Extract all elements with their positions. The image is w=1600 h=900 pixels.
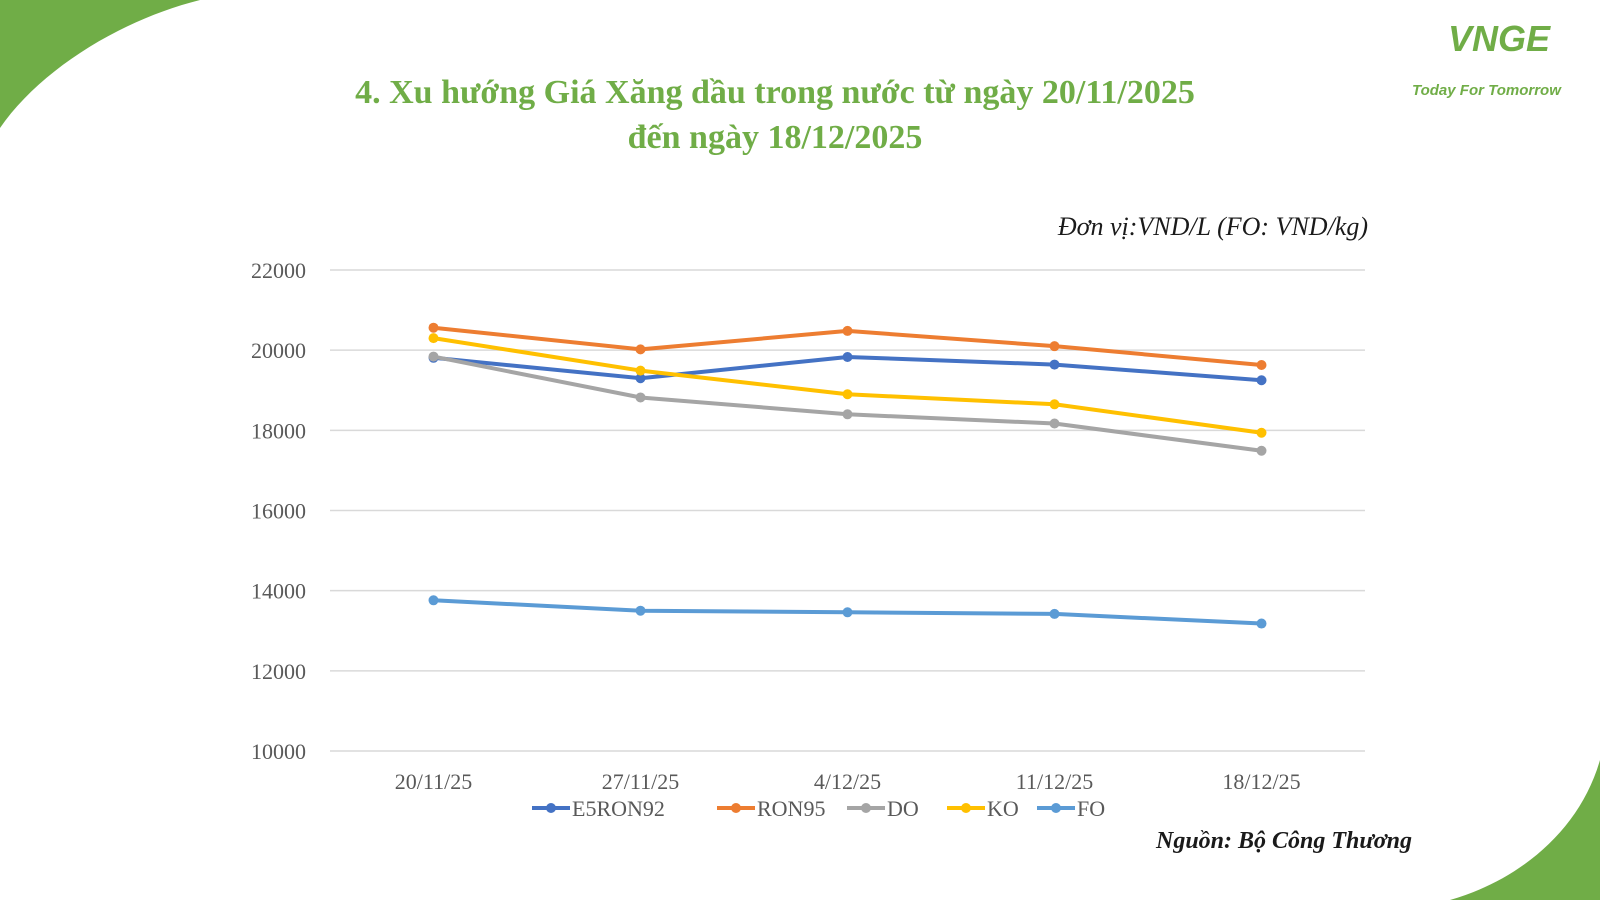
data-point xyxy=(842,325,853,336)
page-title: 4. Xu hướng Giá Xăng dầu trong nước từ n… xyxy=(260,70,1290,160)
legend-label: E5RON92 xyxy=(572,796,665,821)
decorative-corner-bottom-right xyxy=(1450,760,1600,900)
decorative-corner-top-left xyxy=(0,0,200,128)
series-do xyxy=(428,351,1267,456)
data-point xyxy=(428,351,439,362)
data-point xyxy=(1049,418,1060,429)
data-point xyxy=(1049,399,1060,410)
data-point xyxy=(1256,445,1267,456)
series-fo xyxy=(428,595,1267,629)
y-tick-label: 10000 xyxy=(251,739,306,764)
x-tick-label: 11/12/25 xyxy=(1016,769,1093,794)
legend-label: DO xyxy=(887,796,919,821)
data-point xyxy=(1256,359,1267,370)
data-point xyxy=(842,607,853,618)
chart-grid xyxy=(330,269,1365,752)
data-point xyxy=(635,344,646,355)
y-axis-ticks: 10000 12000 14000 16000 18000 20000 22000 xyxy=(251,258,306,764)
x-tick-label: 18/12/25 xyxy=(1222,769,1300,794)
data-point xyxy=(1049,608,1060,619)
x-tick-label: 4/12/25 xyxy=(814,769,881,794)
title-line-2: đến ngày 18/12/2025 xyxy=(627,119,923,156)
legend-marker xyxy=(961,803,971,813)
y-tick-label: 20000 xyxy=(251,338,306,363)
x-tick-label: 27/11/25 xyxy=(602,769,679,794)
legend-item-e5ron92: E5RON92 xyxy=(532,796,665,821)
data-point xyxy=(1256,618,1267,629)
legend-marker xyxy=(731,803,741,813)
data-point xyxy=(635,365,646,376)
legend-item-fo: FO xyxy=(1037,796,1105,821)
legend-marker xyxy=(546,803,556,813)
legend-label: RON95 xyxy=(757,796,825,821)
legend-item-ron95: RON95 xyxy=(717,796,825,821)
y-tick-label: 18000 xyxy=(251,418,306,443)
data-point xyxy=(1049,359,1060,370)
data-point xyxy=(1256,375,1267,386)
logo-mark: VNGE xyxy=(1448,18,1551,59)
logo-tagline: Today For Tomorrow xyxy=(1412,82,1561,99)
chart-series xyxy=(428,322,1267,629)
legend-item-ko: KO xyxy=(947,796,1019,821)
source-note: Nguồn: Bộ Công Thương xyxy=(1156,828,1412,854)
data-point xyxy=(635,605,646,616)
data-point xyxy=(1049,341,1060,352)
data-point xyxy=(1256,427,1267,438)
y-tick-label: 16000 xyxy=(251,499,306,524)
data-point xyxy=(635,392,646,403)
data-point xyxy=(635,373,646,384)
y-tick-label: 12000 xyxy=(251,659,306,684)
legend-marker xyxy=(1051,803,1061,813)
series-ko xyxy=(428,333,1267,438)
brand-logo: VNGE Today For Tomorrow xyxy=(1400,18,1580,108)
x-tick-label: 20/11/25 xyxy=(395,769,472,794)
data-point xyxy=(842,389,853,400)
legend-item-do: DO xyxy=(847,796,919,821)
y-tick-label: 14000 xyxy=(251,579,306,604)
legend-label: KO xyxy=(987,796,1019,821)
legend-label: FO xyxy=(1077,796,1105,821)
data-point xyxy=(842,409,853,420)
y-tick-label: 22000 xyxy=(251,258,306,283)
chart-legend: E5RON92 RON95 DO KO FO xyxy=(532,796,1105,821)
data-point xyxy=(428,322,439,333)
legend-marker xyxy=(861,803,871,813)
data-point xyxy=(428,333,439,344)
data-point xyxy=(428,595,439,606)
series-ron95 xyxy=(428,322,1267,370)
title-line-1: 4. Xu hướng Giá Xăng dầu trong nước từ n… xyxy=(355,74,1195,111)
data-point xyxy=(842,351,853,362)
x-axis-ticks: 20/11/25 27/11/25 4/12/25 11/12/25 18/12/25 xyxy=(395,769,1301,794)
unit-note: Đơn vị:VND/L (FO: VND/kg) xyxy=(1057,212,1368,241)
